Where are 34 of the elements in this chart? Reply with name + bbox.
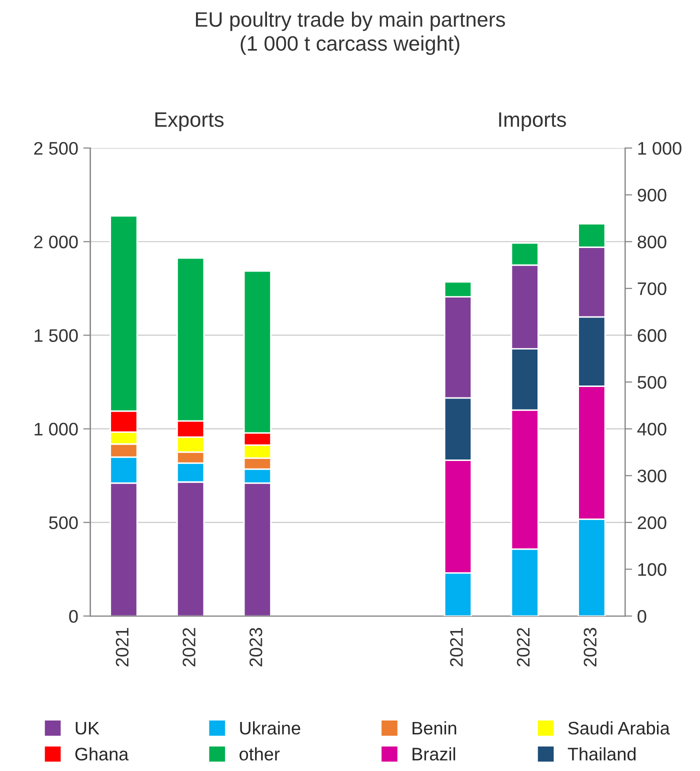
y-tick-label: 0 <box>69 610 78 623</box>
y-tick-label: 2 000 <box>34 236 78 248</box>
legend-label: Saudi Arabia <box>568 721 670 735</box>
y2-tick-label: 400 <box>637 422 666 436</box>
legend-label: Thailand <box>568 747 636 761</box>
x-tick-label: 2023 <box>584 628 597 666</box>
y2-tick-label: 500 <box>638 376 666 389</box>
y2-tick-label: 900 <box>638 188 666 202</box>
y2-tick-label: 800 <box>638 236 666 248</box>
y-tick-label: 2 500 <box>34 142 78 155</box>
legend-label: Ukraine <box>240 721 300 735</box>
legend-label: other <box>240 747 280 761</box>
y2-tick-label: 700 <box>638 282 666 296</box>
y2-tick-label: 300 <box>638 470 666 482</box>
y2-tick-label: 200 <box>638 516 666 530</box>
x-tick-label: 2022 <box>516 628 530 666</box>
text: Imports <box>499 112 566 132</box>
legend-label: Benin <box>412 721 456 735</box>
legend-label: UK <box>76 722 100 735</box>
text: Exports <box>155 112 224 132</box>
y2-tick-label: 600 <box>638 329 666 342</box>
x-tick-label: 2021 <box>450 628 463 666</box>
legend-label: Ghana <box>75 747 129 761</box>
x-tick-label: 2023 <box>249 628 262 666</box>
y2-tick-label: 100 <box>638 563 666 576</box>
x-tick-label: 2022 <box>182 628 196 666</box>
y-tick-label: 1 000 <box>34 422 78 436</box>
y-tick-label: 1 500 <box>34 329 78 342</box>
y-tick-label: 500 <box>49 516 78 530</box>
chart-title: EU poultry trade by main partners (1 000 t carcass weight) <box>196 12 505 55</box>
x-tick-label: 2021 <box>116 628 129 666</box>
y2-tick-label: 0 <box>638 610 646 623</box>
legend-label: Brazil <box>412 747 456 761</box>
y2-tick-label: 1 000 <box>638 142 682 155</box>
